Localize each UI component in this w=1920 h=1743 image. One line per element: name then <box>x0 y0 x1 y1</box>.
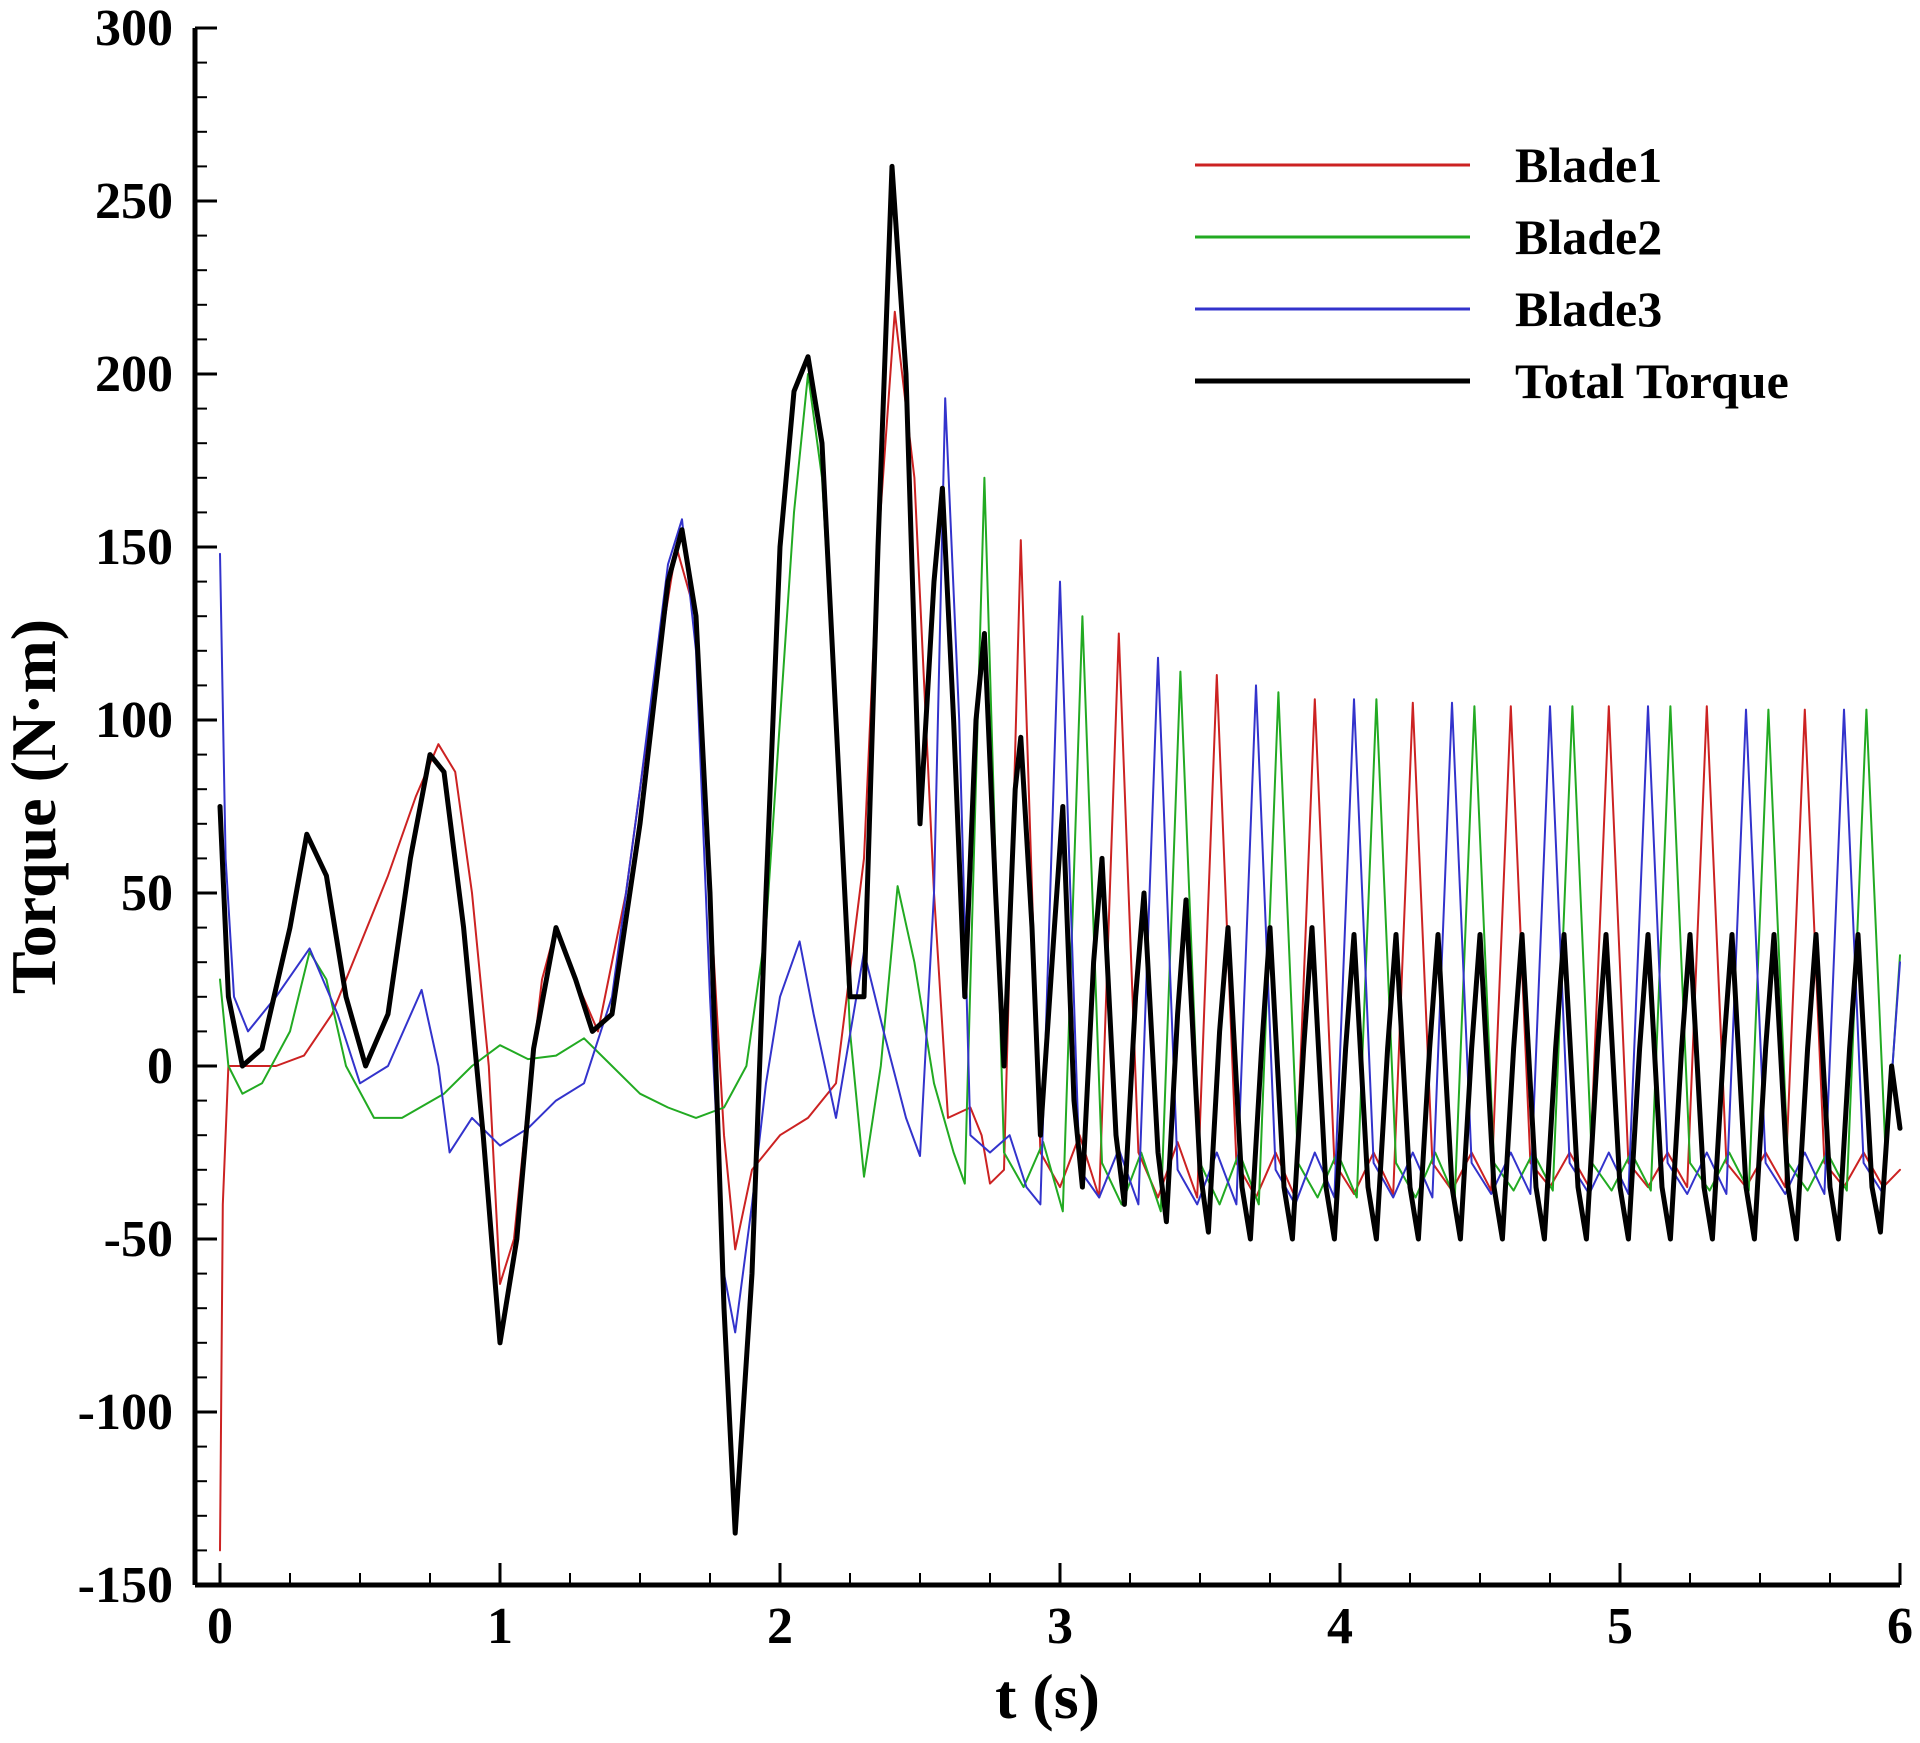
x-tick-label: 1 <box>487 1598 513 1655</box>
series-line-total-torque <box>217 163 1903 1536</box>
x-tick-label: 2 <box>767 1598 793 1655</box>
series-layer <box>217 163 1903 1552</box>
y-tick-label: 200 <box>95 346 173 403</box>
x-ticks: 0 1 2 3 4 5 6 <box>207 1563 1913 1655</box>
y-axis-label: Torque (N·m) <box>0 619 69 994</box>
legend-label: Blade1 <box>1515 137 1662 193</box>
plot-area: -150 -100 -50 0 50 100 150 200 250 300 0 1 2 3 4 5 6 <box>78 0 1913 1655</box>
x-tick-label: 6 <box>1887 1598 1913 1655</box>
y-tick-label: 100 <box>95 692 173 749</box>
x-axis-label: t (s) <box>995 1661 1100 1732</box>
legend: Blade1 Blade2 Blade3 Total Torque <box>1195 137 1789 409</box>
legend-label: Blade2 <box>1515 209 1662 265</box>
y-tick-label: -50 <box>104 1211 173 1268</box>
y-tick-label: 300 <box>95 0 173 57</box>
x-tick-label: 4 <box>1327 1598 1353 1655</box>
axes-layer: -150 -100 -50 0 50 100 150 200 250 300 0 1 2 3 4 5 6 <box>78 0 1913 1655</box>
x-tick-label: 3 <box>1047 1598 1073 1655</box>
x-tick-label: 0 <box>207 1598 233 1655</box>
legend-label: Blade3 <box>1515 281 1662 337</box>
x-tick-label: 5 <box>1607 1598 1633 1655</box>
y-tick-label: 150 <box>95 519 173 576</box>
series-line-blade1 <box>219 310 1901 1552</box>
series-line-blade2 <box>219 373 1901 1213</box>
y-ticks: -150 -100 -50 0 50 100 150 200 250 300 <box>78 0 217 1614</box>
legend-label: Total Torque <box>1515 353 1789 409</box>
y-tick-label: 250 <box>95 173 173 230</box>
y-tick-label: -100 <box>78 1384 173 1441</box>
y-tick-label: 0 <box>147 1038 173 1095</box>
y-tick-label: 50 <box>121 865 173 922</box>
y-tick-label: -150 <box>78 1557 173 1614</box>
